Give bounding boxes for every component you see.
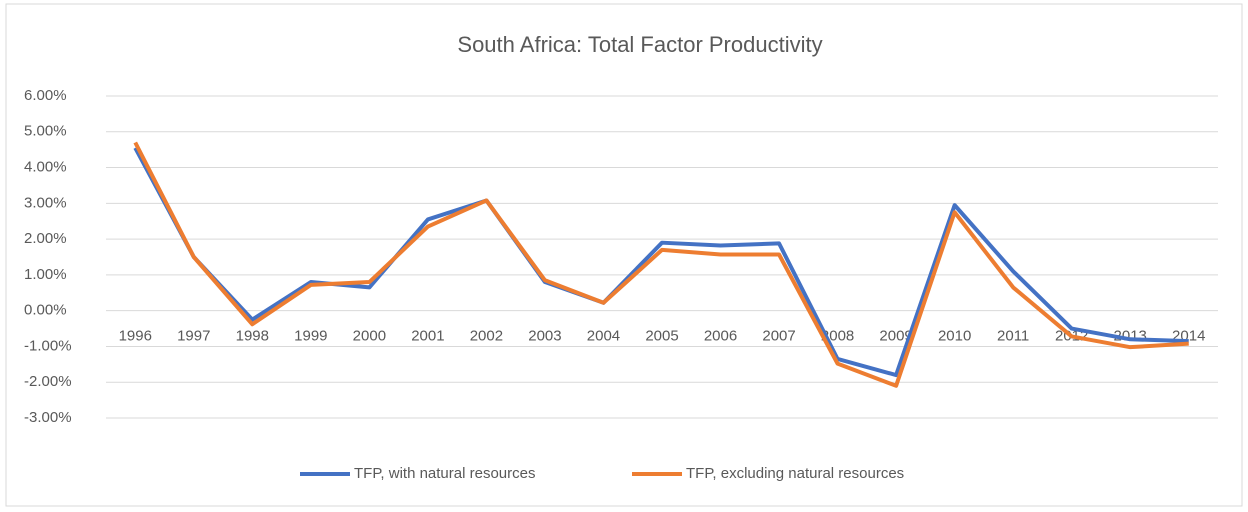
y-tick-label: 0.00% <box>24 302 67 319</box>
y-tick-label: 2.00% <box>24 230 67 247</box>
x-tick-label: 2000 <box>353 328 386 345</box>
x-tick-label: 1998 <box>236 328 269 345</box>
y-tick-label: -1.00% <box>24 337 72 354</box>
series-line <box>133 141 1189 388</box>
x-tick-label: 2005 <box>645 328 678 345</box>
x-tick-label: 2001 <box>411 328 444 345</box>
x-tick-label: 1999 <box>294 328 327 345</box>
x-tick-label: 1996 <box>119 328 152 345</box>
y-tick-label: 5.00% <box>24 123 67 140</box>
legend-label: TFP, with natural resources <box>354 465 535 482</box>
y-tick-label: 1.00% <box>24 266 67 283</box>
x-tick-label: 2009 <box>879 328 912 345</box>
x-tick-label: 2002 <box>470 328 503 345</box>
legend-label: TFP, excluding natural resources <box>686 465 904 482</box>
y-tick-label: 3.00% <box>24 194 67 211</box>
y-tick-label: -3.00% <box>24 409 72 426</box>
chart-frame <box>5 3 1243 507</box>
x-tick-label: 2010 <box>938 328 971 345</box>
y-tick-label: 6.00% <box>24 87 67 104</box>
series-line <box>133 146 1189 378</box>
x-tick-label: 1997 <box>177 328 210 345</box>
x-tick-label: 2007 <box>762 328 795 345</box>
x-tick-label: 2006 <box>704 328 737 345</box>
x-tick-label: 2003 <box>528 328 561 345</box>
x-tick-label: 2004 <box>587 328 620 345</box>
y-tick-label: -2.00% <box>24 373 72 390</box>
y-tick-label: 4.00% <box>24 159 67 176</box>
x-tick-label: 2011 <box>997 328 1029 345</box>
chart-title: South Africa: Total Factor Productivity <box>457 32 822 57</box>
